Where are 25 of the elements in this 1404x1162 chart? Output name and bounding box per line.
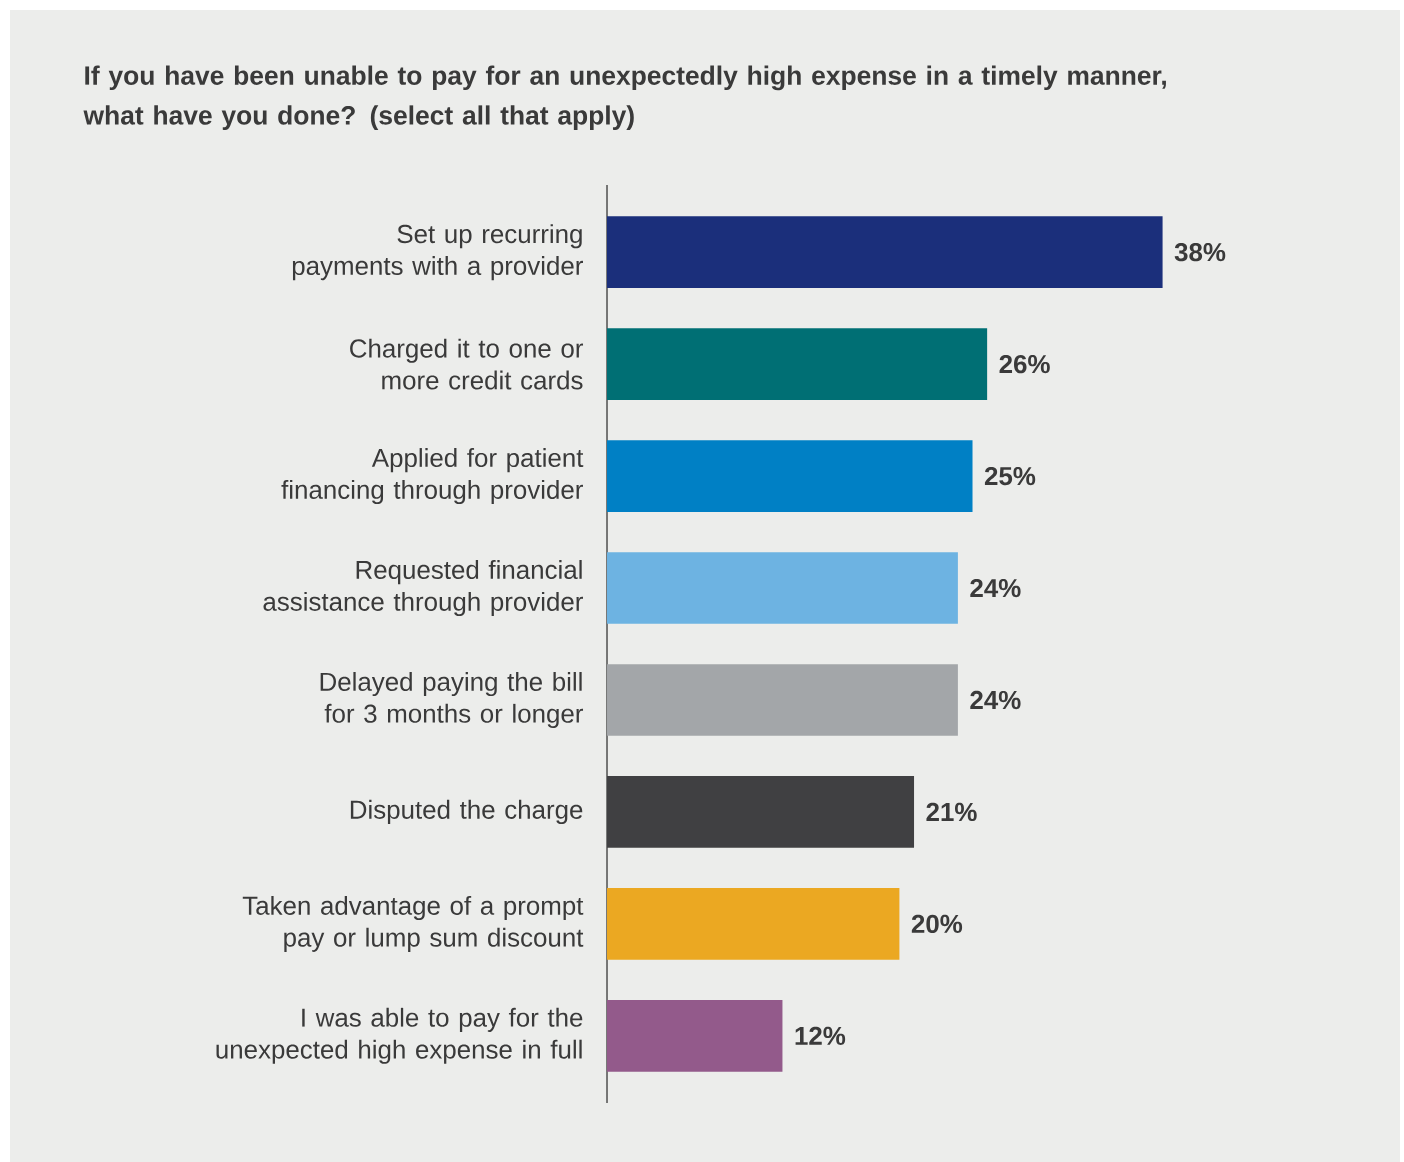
y-tick-label: Delayed paying the bill for 3 months or longer xyxy=(320,671,584,728)
bar xyxy=(607,1000,783,1072)
y-tick-label: Applied for patient financing through provider xyxy=(281,448,584,505)
y-tick-label: Requested financial assistance through provider xyxy=(263,560,583,617)
data-label: 26% xyxy=(999,354,1050,374)
bar xyxy=(607,440,973,512)
data-label: 24% xyxy=(970,690,1021,710)
y-tick-label: I was able to pay for the unexpected high expense in full xyxy=(216,1007,583,1064)
data-label: 25% xyxy=(984,466,1036,486)
data-label: 38% xyxy=(1174,242,1226,262)
data-label: 20% xyxy=(911,914,963,934)
y-tick-label: Charged it to one or more credit cards xyxy=(350,338,584,390)
bar xyxy=(607,664,958,736)
y-tick-label: Set up recurring payments with a provider xyxy=(292,224,583,281)
y-tick-label: Taken advantage of a prompt pay or lump sum discount xyxy=(242,895,584,952)
data-label: 21% xyxy=(926,802,977,822)
bar xyxy=(607,216,1163,288)
data-label: 12% xyxy=(795,1026,846,1045)
bar xyxy=(607,888,900,960)
bar xyxy=(607,552,958,624)
bar xyxy=(607,776,915,848)
chart-title: If you have been unable to pay for an unexpectedly high expense in a timely manner, what have you done? (select all that apply) xyxy=(83,65,1166,130)
y-tick-label: Disputed the charge xyxy=(350,799,583,825)
bar xyxy=(607,328,988,400)
data-label: 24% xyxy=(970,578,1021,598)
